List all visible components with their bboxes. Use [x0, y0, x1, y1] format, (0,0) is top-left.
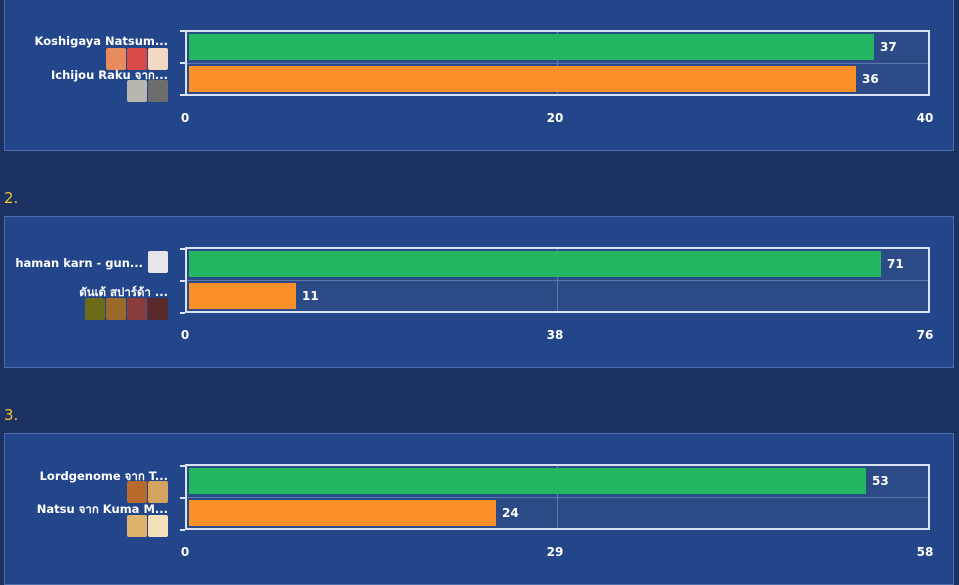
- bar-label-0-1: Ichijou Raku จาก...: [51, 68, 168, 82]
- bar-value-0-1: 36: [862, 72, 879, 86]
- bar-0-0[interactable]: [189, 34, 874, 60]
- character-thumbnail: [127, 48, 147, 70]
- bar-1-1[interactable]: [189, 283, 296, 309]
- tick-mark: [180, 497, 185, 499]
- plot-area-1: 37 36: [185, 30, 930, 96]
- tick-mark: [180, 30, 185, 32]
- tick-mark: [180, 280, 185, 282]
- plot-area-2: 71 11: [185, 247, 930, 313]
- tick-mark: [180, 248, 185, 250]
- tick-mark: [180, 465, 185, 467]
- character-thumbnail: [106, 48, 126, 70]
- tick-mark: [180, 312, 185, 314]
- row-separator: [187, 497, 928, 498]
- tick-mark: [180, 62, 185, 64]
- thumbnails-2-1: [127, 515, 168, 537]
- bar-label-2-0: Lordgenome จาก T...: [39, 469, 168, 483]
- bar-value-0-0: 37: [880, 40, 897, 54]
- chart-panel-3: 53 24 Lordgenome จาก T... Natsu จาก Kuma…: [4, 433, 954, 585]
- axis-tick-1-1: 38: [546, 328, 564, 342]
- bar-2-0[interactable]: [189, 468, 866, 494]
- section-number-3: 3.: [4, 406, 19, 424]
- bar-label-1-0: haman karn - gun...: [15, 256, 143, 270]
- character-thumbnail: [148, 481, 168, 503]
- character-thumbnail: [127, 298, 147, 320]
- character-thumbnail: [148, 80, 168, 102]
- tick-mark: [180, 529, 185, 531]
- bar-0-1[interactable]: [189, 66, 856, 92]
- thumbnails-0-0: [106, 48, 168, 70]
- tick-mark: [180, 94, 185, 96]
- bar-value-2-0: 53: [872, 474, 889, 488]
- character-thumbnail: [148, 298, 168, 320]
- row-separator: [187, 280, 928, 281]
- bar-label-0-0: Koshigaya Natsum...: [34, 34, 169, 48]
- axis-tick-1-0: 0: [180, 328, 190, 342]
- character-thumbnail: [127, 515, 147, 537]
- bar-label-1-1: ดันเต้ สปาร์ด้า ...: [79, 285, 168, 299]
- bar-value-1-1: 11: [302, 289, 319, 303]
- character-thumbnail: [148, 251, 168, 273]
- axis-tick-2-1: 29: [546, 545, 564, 559]
- character-thumbnail: [106, 298, 126, 320]
- character-thumbnail: [148, 515, 168, 537]
- axis-tick-1-2: 76: [916, 328, 934, 342]
- section-number-2: 2.: [4, 189, 19, 207]
- character-thumbnail: [127, 481, 147, 503]
- plot-area-3: 53 24: [185, 464, 930, 530]
- thumbnails-0-1: [127, 80, 168, 102]
- character-thumbnail: [127, 80, 147, 102]
- character-thumbnail: [148, 48, 168, 70]
- axis-tick-2-2: 58: [916, 545, 934, 559]
- character-thumbnail: [85, 298, 105, 320]
- axis-tick-2-0: 0: [180, 545, 190, 559]
- chart-panel-1: 37 36 Koshigaya Natsum... Ichijou Raku จ…: [4, 0, 954, 151]
- axis-tick-0-1: 20: [546, 111, 564, 125]
- chart-panel-2: 71 11 haman karn - gun... ดันเต้ สปาร์ด้…: [4, 216, 954, 368]
- bar-1-0[interactable]: [189, 251, 881, 277]
- bar-value-1-0: 71: [887, 257, 904, 271]
- thumbnails-1-1: [85, 298, 168, 320]
- bar-value-2-1: 24: [502, 506, 519, 520]
- axis-tick-0-2: 40: [916, 111, 934, 125]
- row-separator: [187, 63, 928, 64]
- bar-label-2-1: Natsu จาก Kuma M...: [36, 502, 168, 516]
- axis-tick-0-0: 0: [180, 111, 190, 125]
- thumbnails-2-0: [127, 481, 168, 503]
- bar-2-1[interactable]: [189, 500, 496, 526]
- thumbnails-1-0: [148, 251, 168, 273]
